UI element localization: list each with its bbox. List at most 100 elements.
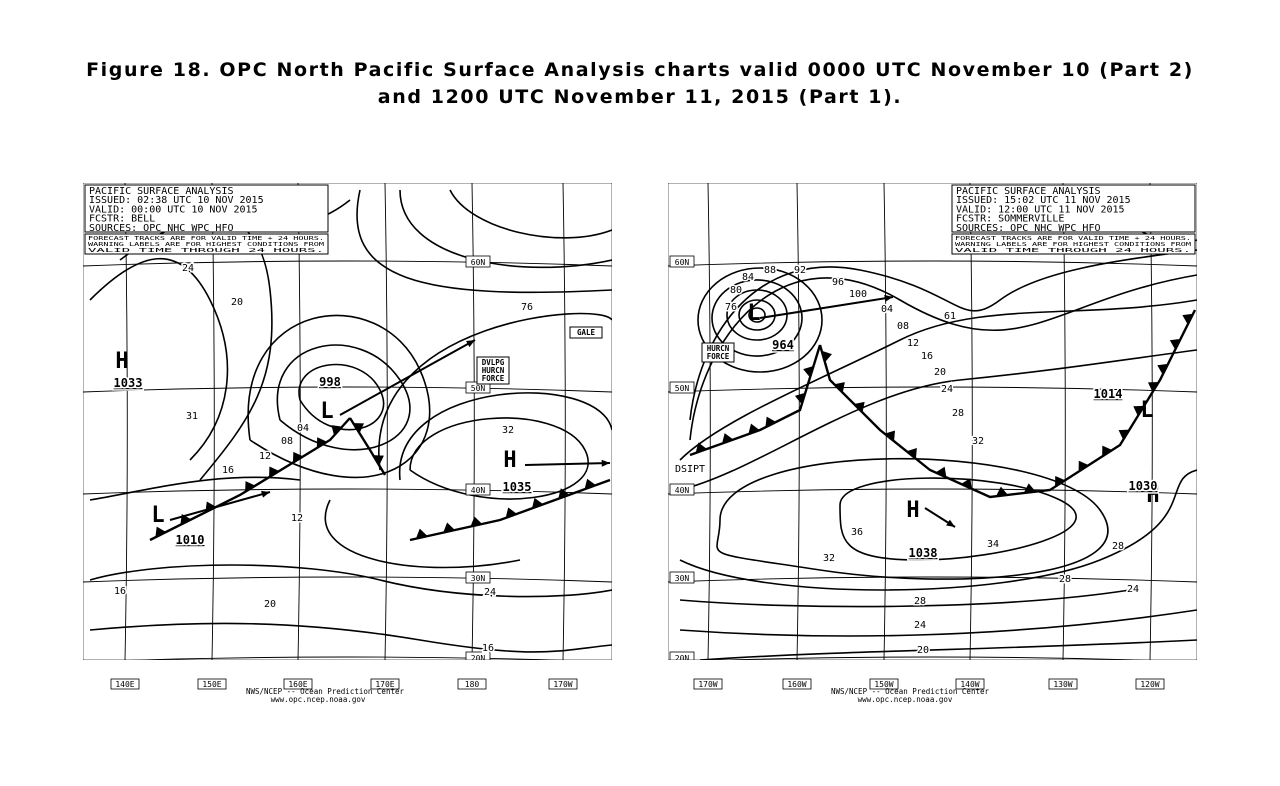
front-symbol bbox=[1102, 445, 1113, 457]
central-pressure: 998 bbox=[319, 375, 341, 389]
front-symbol bbox=[765, 416, 777, 428]
track-arrow bbox=[759, 296, 894, 319]
arrow-head bbox=[884, 294, 893, 302]
front-symbol bbox=[803, 366, 814, 378]
central-pressure: 1014 bbox=[1094, 387, 1123, 401]
isobar-label: 36 bbox=[851, 527, 863, 538]
arrow-head bbox=[601, 459, 610, 467]
notice-line: FORECAST TRACKS ARE FOR VALID TIME + 24 … bbox=[955, 236, 1191, 242]
longitude-box bbox=[283, 678, 313, 690]
isobar-label: 08 bbox=[281, 436, 293, 447]
front bbox=[818, 309, 1197, 499]
longitude-box bbox=[1135, 678, 1165, 690]
latitude-label: 60N bbox=[471, 258, 486, 267]
longitude-label: 160W bbox=[787, 680, 806, 689]
isobar-label: 08 bbox=[897, 321, 909, 332]
isobar-label: 80 bbox=[730, 285, 742, 296]
front-symbol bbox=[1023, 483, 1036, 494]
notice-line: WARNING LABELS ARE FOR HIGHEST CONDITION… bbox=[88, 242, 325, 248]
front-symbol bbox=[821, 350, 832, 363]
warning-label: FORCE bbox=[482, 374, 505, 383]
isobar-label: 32 bbox=[502, 425, 514, 436]
front-symbol bbox=[269, 466, 280, 478]
meridian bbox=[796, 183, 800, 660]
central-pressure: 1035 bbox=[503, 480, 532, 494]
front-symbol bbox=[531, 497, 544, 509]
header-line: PACIFIC SURFACE ANALYSIS bbox=[89, 186, 234, 197]
meridian bbox=[969, 183, 973, 660]
latitude-box bbox=[669, 651, 695, 660]
longitude-label: 170W bbox=[698, 680, 717, 689]
longitude-box bbox=[110, 678, 140, 690]
longitude-label: 160E bbox=[288, 680, 307, 689]
arrow-head bbox=[946, 519, 955, 527]
parallel bbox=[83, 576, 612, 583]
isobar bbox=[839, 477, 1077, 561]
map: 60N 50N 40N 30N 20N PACIFIC SURFACE ANALYSISI… bbox=[668, 183, 1197, 684]
parallel bbox=[668, 488, 1197, 495]
meridian bbox=[124, 183, 128, 660]
front-symbol bbox=[373, 455, 384, 466]
parallel bbox=[712, 656, 1153, 660]
header-line: SOURCES: OPC NHC WPC HFO bbox=[956, 223, 1101, 234]
central-pressure: 964 bbox=[772, 338, 794, 352]
pressure-center: L bbox=[1140, 398, 1153, 423]
front-symbol bbox=[558, 488, 570, 499]
front-symbol bbox=[995, 486, 1008, 497]
track-arrow bbox=[524, 462, 611, 466]
longitude-box bbox=[869, 678, 899, 690]
latitude-label: 40N bbox=[471, 486, 486, 495]
isobar bbox=[89, 257, 229, 461]
front-symbol bbox=[748, 423, 760, 435]
isobar-label: 32 bbox=[823, 553, 835, 564]
latitude-label: 30N bbox=[675, 574, 690, 583]
isobar bbox=[89, 564, 612, 598]
isobar bbox=[89, 476, 301, 501]
longitude-box bbox=[548, 678, 578, 690]
isobar bbox=[679, 349, 1197, 491]
front-symbol bbox=[470, 516, 483, 527]
notice-box bbox=[951, 233, 1196, 255]
front-symbol bbox=[695, 442, 707, 453]
isobar bbox=[716, 457, 1109, 580]
footer-line: www.opc.ncep.noaa.gov bbox=[271, 695, 366, 704]
longitude-box bbox=[1048, 678, 1078, 690]
header-line: ISSUED: 15:02 UTC 11 NOV 2015 bbox=[956, 195, 1131, 206]
front-symbol bbox=[1169, 338, 1181, 350]
front-symbol bbox=[331, 425, 343, 436]
parallel bbox=[83, 260, 612, 267]
isobar-label: 04 bbox=[297, 423, 309, 434]
front-symbol bbox=[1157, 363, 1169, 375]
front-symbol bbox=[505, 507, 517, 518]
isobar-label: 16 bbox=[482, 643, 494, 654]
longitude-box bbox=[782, 678, 812, 690]
warning-label: GALE bbox=[577, 328, 596, 337]
isobar-label: 12 bbox=[907, 338, 919, 349]
isobar-label: 20 bbox=[934, 367, 946, 378]
front-symbol bbox=[906, 447, 917, 459]
latitude-box bbox=[465, 483, 491, 496]
isobar-label: 24 bbox=[1127, 584, 1139, 595]
isobar-label: 04 bbox=[881, 304, 893, 315]
isobar bbox=[748, 307, 766, 323]
isobar-label: 24 bbox=[941, 384, 953, 395]
notice-line: FORECAST TRACKS ARE FOR VALID TIME + 24 … bbox=[88, 236, 324, 242]
isobar-label: 61 bbox=[944, 311, 956, 322]
pressure-center: H bbox=[503, 448, 516, 473]
isobar-label: 16 bbox=[914, 673, 926, 684]
front-symbol bbox=[292, 451, 304, 463]
longitude-label: 180 bbox=[465, 680, 480, 689]
meridian bbox=[297, 183, 301, 660]
isobar bbox=[449, 189, 612, 239]
latitude-label: 50N bbox=[675, 384, 690, 393]
front-symbol bbox=[935, 466, 947, 478]
latitude-label: 20N bbox=[675, 654, 690, 663]
isobar-label: 16 bbox=[921, 351, 933, 362]
header-line: FCSTR: BELL bbox=[89, 214, 155, 225]
track-arrow bbox=[169, 491, 271, 521]
front-symbol bbox=[834, 382, 845, 393]
meridian bbox=[883, 183, 887, 660]
longitude-box bbox=[693, 678, 723, 690]
isobar-label: 12 bbox=[259, 451, 271, 462]
front-symbol bbox=[1147, 381, 1159, 393]
